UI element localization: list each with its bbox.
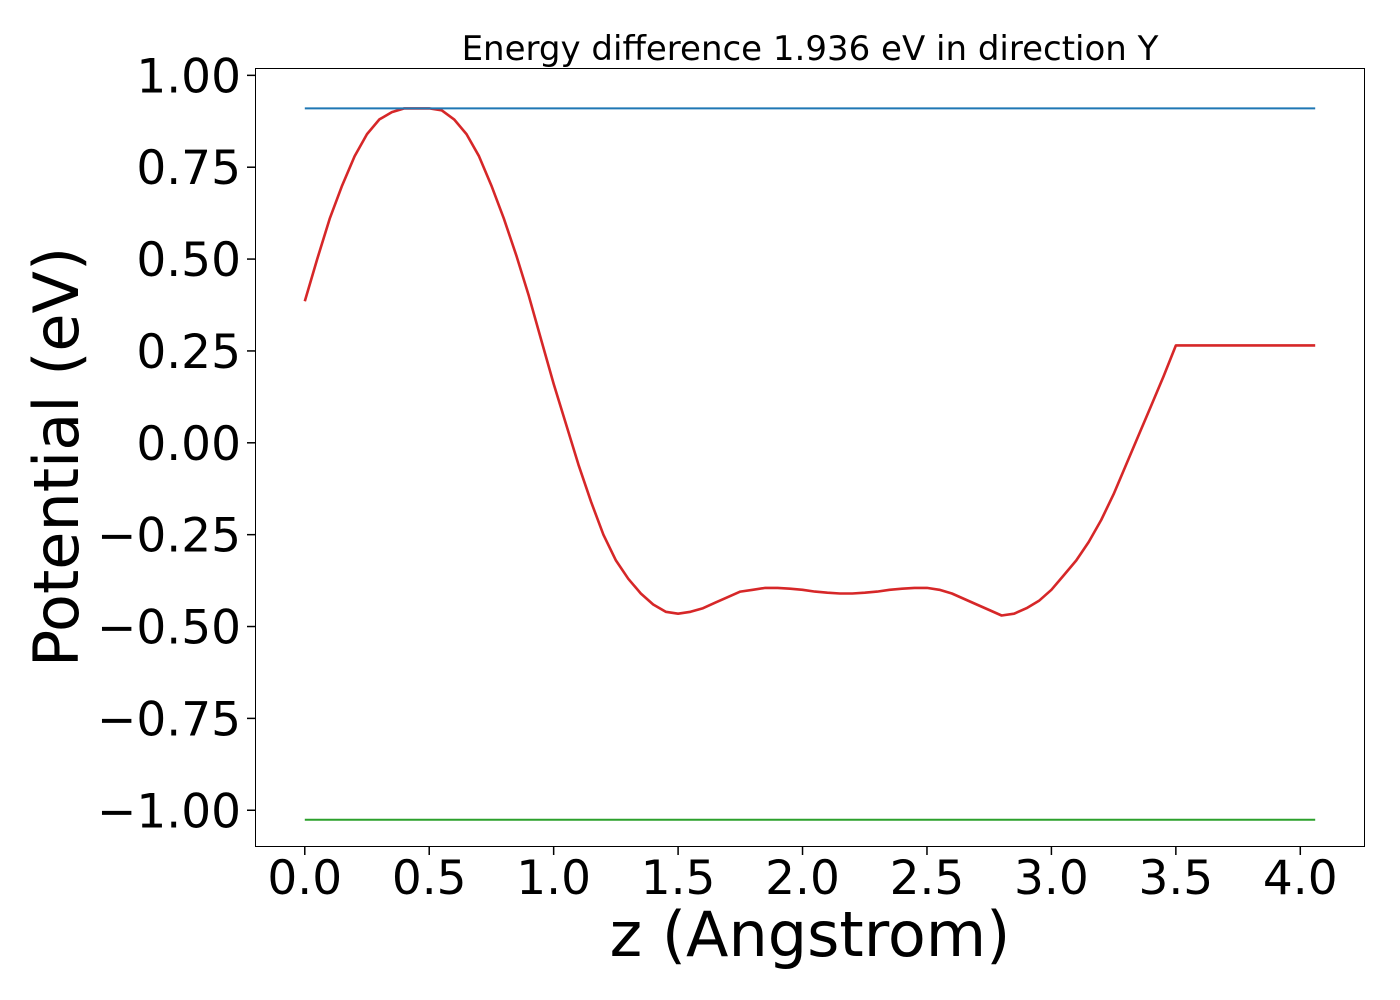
plot-area-frame: [255, 68, 1365, 847]
y-axis-label: Potential (eV): [20, 247, 93, 667]
x-axis-ticks: 0.0 0.5 1.0 1.5 2.0 2.5 3.0 3.5 4.0: [267, 847, 1338, 906]
y-tick-label: −0.50: [97, 601, 241, 656]
y-tick-label: 0.75: [136, 141, 241, 196]
x-tick-label: 0.0: [267, 851, 342, 906]
y-tick-label: 1.00: [136, 49, 241, 104]
series-line-0: [303, 107, 1316, 617]
x-tick-label: 3.0: [1014, 851, 1089, 906]
x-tick-label: 1.5: [641, 851, 716, 906]
y-tick-label: 0.25: [136, 325, 241, 380]
x-tick-label: 4.0: [1263, 851, 1338, 906]
chart-title: Energy difference 1.936 eV in direction …: [462, 29, 1159, 69]
x-tick-label: 3.5: [1138, 851, 1213, 906]
y-axis-ticks: 1.00 0.75 0.50 0.25 0.00 −0.25 −0.50 −0.75 −1.00: [97, 49, 255, 839]
x-tick-label: 1.0: [516, 851, 591, 906]
y-tick-label: −0.25: [97, 509, 241, 564]
x-axis-label: z (Angstrom): [610, 898, 1011, 971]
y-tick-label: −1.00: [97, 784, 241, 839]
y-tick-label: 0.50: [136, 233, 241, 288]
x-tick-label: 2.5: [890, 851, 965, 906]
x-tick-label: 0.5: [392, 851, 467, 906]
x-tick-label: 2.0: [765, 851, 840, 906]
y-tick-label: −0.75: [97, 692, 241, 747]
y-tick-label: 0.00: [136, 417, 241, 472]
series-layer: [303, 107, 1316, 821]
